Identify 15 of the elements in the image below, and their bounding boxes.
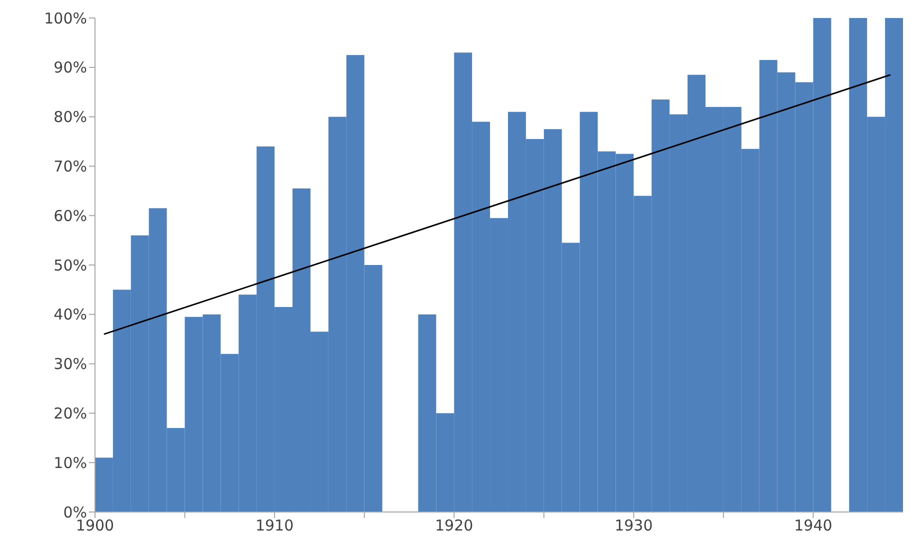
x-tick-label: 1920 [435, 516, 474, 535]
y-tick-label: 100% [44, 9, 87, 28]
y-tick-label: 70% [54, 158, 87, 176]
y-tick-label: 20% [54, 404, 87, 423]
x-tick-label: 1940 [794, 516, 832, 535]
x-tick-label: 1900 [76, 516, 114, 535]
y-tick-label: 90% [54, 58, 87, 77]
y-tick-label: 50% [54, 256, 87, 274]
x-tick-label: 1910 [255, 516, 294, 535]
y-tick-label: 40% [54, 306, 87, 324]
y-tick-label: 60% [54, 206, 87, 225]
y-tick-label: 10% [54, 454, 87, 472]
x-tick-label: 1930 [614, 516, 653, 535]
y-tick-label: 80% [54, 108, 87, 126]
y-tick-label: 30% [54, 355, 87, 374]
